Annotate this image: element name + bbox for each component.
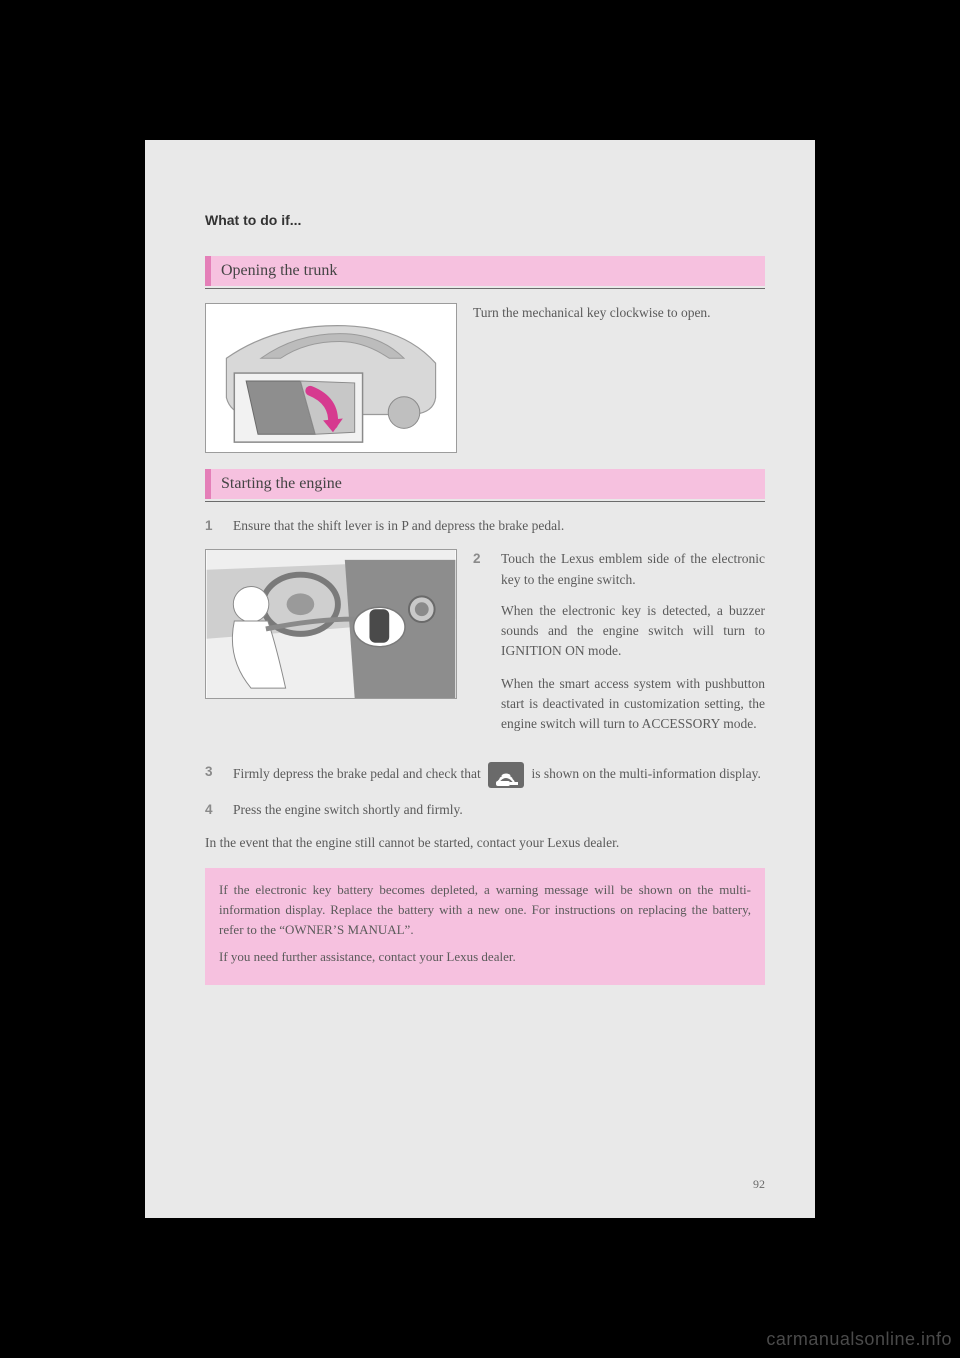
step-2-para-b: When the electronic key is detected, a b… (473, 601, 765, 662)
trunk-text: Turn the mechanical key clockwise to ope… (473, 303, 765, 453)
step-2-block: 2 Touch the Lexus emblem side of the ele… (473, 549, 765, 746)
step-text: Firmly depress the brake pedal and check… (233, 762, 765, 788)
step-2-para-c: When the smart access system with pushbu… (473, 674, 765, 735)
step-text: Touch the Lexus emblem side of the elect… (501, 549, 765, 591)
trunk-instruction: Turn the mechanical key clockwise to ope… (473, 303, 765, 323)
step-number: 1 (205, 516, 219, 537)
engine-illustration (206, 550, 456, 698)
figure-trunk (205, 303, 457, 453)
note-line-2: If you need further assistance, contact … (219, 947, 751, 967)
breadcrumb: What to do if... (205, 212, 765, 228)
section-rule (205, 288, 765, 289)
step-3-pre: Firmly depress the brake pedal and check… (233, 766, 484, 781)
step-number: 4 (205, 800, 219, 821)
manual-page: What to do if... Opening the trunk (145, 140, 815, 1218)
watermark: carmanualsonline.info (766, 1329, 952, 1350)
step-3: 3 Firmly depress the brake pedal and che… (205, 762, 765, 788)
figure-engine (205, 549, 457, 699)
step-number: 2 (473, 549, 487, 591)
trunk-illustration (206, 304, 456, 452)
note-line-1: If the electronic key battery becomes de… (219, 880, 751, 940)
page-number: 92 (753, 1177, 765, 1192)
step-number: 3 (205, 762, 219, 788)
note-box: If the electronic key battery becomes de… (205, 868, 765, 985)
section-heading-trunk: Opening the trunk (205, 256, 765, 286)
section-rule (205, 501, 765, 502)
step-text: Ensure that the shift lever is in P and … (233, 516, 765, 537)
step-1: 1 Ensure that the shift lever is in P an… (205, 516, 765, 537)
step-2: 2 Touch the Lexus emblem side of the ele… (473, 549, 765, 591)
trunk-row: Turn the mechanical key clockwise to ope… (205, 303, 765, 453)
engine-row: 2 Touch the Lexus emblem side of the ele… (205, 549, 765, 746)
step-text: Press the engine switch shortly and firm… (233, 800, 765, 821)
engine-footer: In the event that the engine still canno… (205, 833, 765, 854)
section-heading-engine: Starting the engine (205, 469, 765, 499)
key-detect-icon (488, 762, 524, 788)
step-4: 4 Press the engine switch shortly and fi… (205, 800, 765, 821)
step-3-post: is shown on the multi-information displa… (532, 766, 761, 781)
